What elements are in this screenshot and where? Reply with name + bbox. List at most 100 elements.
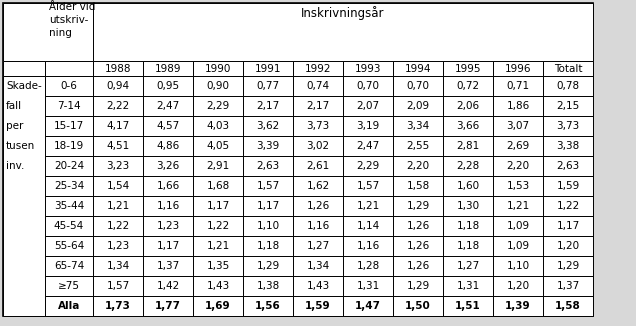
Bar xyxy=(243,176,293,196)
Text: 1,60: 1,60 xyxy=(457,181,480,191)
Bar xyxy=(393,256,443,276)
Text: 3,62: 3,62 xyxy=(256,121,280,131)
Text: 1,17: 1,17 xyxy=(156,241,179,251)
Bar xyxy=(543,156,593,176)
Text: 1991: 1991 xyxy=(255,64,281,73)
Text: 2,15: 2,15 xyxy=(556,101,579,111)
Bar xyxy=(143,61,193,76)
Text: 1,27: 1,27 xyxy=(307,241,329,251)
Text: 1,34: 1,34 xyxy=(106,261,130,271)
Text: 1990: 1990 xyxy=(205,64,232,73)
Bar xyxy=(143,156,193,176)
Bar xyxy=(343,156,393,176)
Text: tusen: tusen xyxy=(6,141,35,151)
Text: 1,51: 1,51 xyxy=(455,301,481,311)
Text: 2,29: 2,29 xyxy=(356,161,380,171)
Bar xyxy=(493,96,543,116)
Text: 1996: 1996 xyxy=(505,64,531,73)
Text: 2,47: 2,47 xyxy=(356,141,380,151)
Bar xyxy=(293,216,343,236)
Text: 1,39: 1,39 xyxy=(505,301,531,311)
Bar xyxy=(93,296,143,316)
Text: 1,22: 1,22 xyxy=(206,221,230,231)
Text: 3,34: 3,34 xyxy=(406,121,430,131)
Text: 0,70: 0,70 xyxy=(357,81,380,91)
Text: 1,59: 1,59 xyxy=(556,181,579,191)
Bar xyxy=(543,296,593,316)
Text: 3,19: 3,19 xyxy=(356,121,380,131)
Bar xyxy=(243,96,293,116)
Text: 1,16: 1,16 xyxy=(156,201,179,211)
Bar xyxy=(45,196,93,216)
Bar xyxy=(293,156,343,176)
Bar xyxy=(243,136,293,156)
Bar xyxy=(293,256,343,276)
Bar xyxy=(493,156,543,176)
Bar xyxy=(443,216,493,236)
Bar xyxy=(393,176,443,196)
Text: 4,17: 4,17 xyxy=(106,121,130,131)
Bar xyxy=(393,156,443,176)
Bar xyxy=(93,76,143,96)
Text: 1,68: 1,68 xyxy=(206,181,230,191)
Bar xyxy=(143,296,193,316)
Bar xyxy=(143,196,193,216)
Bar xyxy=(193,176,243,196)
Bar xyxy=(493,61,543,76)
Text: 1,38: 1,38 xyxy=(256,281,280,291)
Text: 1989: 1989 xyxy=(155,64,181,73)
Bar xyxy=(343,116,393,136)
Text: 2,69: 2,69 xyxy=(506,141,530,151)
Text: 0,74: 0,74 xyxy=(307,81,329,91)
Text: 1,22: 1,22 xyxy=(556,201,579,211)
Bar xyxy=(93,116,143,136)
Text: 3,73: 3,73 xyxy=(556,121,579,131)
Bar xyxy=(443,116,493,136)
Text: 2,47: 2,47 xyxy=(156,101,179,111)
Bar xyxy=(93,236,143,256)
Bar xyxy=(143,256,193,276)
Bar xyxy=(493,136,543,156)
Bar xyxy=(193,196,243,216)
Text: 2,17: 2,17 xyxy=(307,101,329,111)
Text: Alla: Alla xyxy=(58,301,80,311)
Bar xyxy=(193,276,243,296)
Text: 2,29: 2,29 xyxy=(206,101,230,111)
Bar xyxy=(343,276,393,296)
Bar xyxy=(493,296,543,316)
Bar xyxy=(243,196,293,216)
Bar xyxy=(93,256,143,276)
Bar xyxy=(343,136,393,156)
Bar xyxy=(443,296,493,316)
Text: 0,70: 0,70 xyxy=(406,81,429,91)
Text: 20-24: 20-24 xyxy=(54,161,84,171)
Text: 15-17: 15-17 xyxy=(54,121,84,131)
Text: ning: ning xyxy=(49,28,72,38)
Text: 1,86: 1,86 xyxy=(506,101,530,111)
Text: 2,20: 2,20 xyxy=(506,161,530,171)
Text: 1,26: 1,26 xyxy=(406,221,430,231)
Bar xyxy=(193,156,243,176)
Bar xyxy=(543,61,593,76)
Text: 1,57: 1,57 xyxy=(106,281,130,291)
Bar xyxy=(443,276,493,296)
Bar xyxy=(293,76,343,96)
Bar xyxy=(393,76,443,96)
Bar xyxy=(343,256,393,276)
Bar xyxy=(493,196,543,216)
Text: 3,73: 3,73 xyxy=(307,121,329,131)
Bar xyxy=(193,76,243,96)
Bar xyxy=(443,136,493,156)
Text: 3,39: 3,39 xyxy=(256,141,280,151)
Bar xyxy=(243,216,293,236)
Bar xyxy=(293,61,343,76)
Bar xyxy=(243,76,293,96)
Bar xyxy=(193,61,243,76)
Bar xyxy=(293,116,343,136)
Bar xyxy=(543,196,593,216)
Bar xyxy=(543,236,593,256)
Bar xyxy=(293,276,343,296)
Bar xyxy=(45,156,93,176)
Text: 1,17: 1,17 xyxy=(206,201,230,211)
Text: 2,17: 2,17 xyxy=(256,101,280,111)
